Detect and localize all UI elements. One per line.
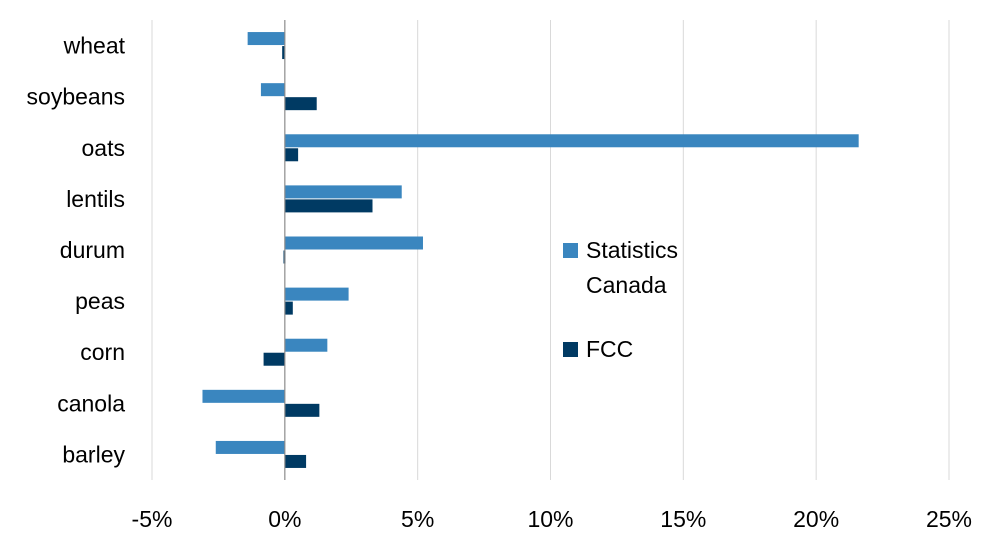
x-tick-label-4: 15%	[660, 506, 706, 532]
bar-fcc-corn	[263, 352, 285, 366]
category-label-peas: peas	[75, 288, 125, 314]
legend-swatch-statistics-canada	[563, 243, 578, 258]
bar-statistics-canada-soybeans	[260, 83, 285, 97]
category-label-wheat: wheat	[63, 33, 126, 59]
legend: Statistics Canada FCC	[563, 237, 678, 362]
bar-statistics-canada-corn	[284, 338, 328, 352]
legend-label-statistics-canada-0: Statistics	[586, 237, 678, 263]
bar-statistics-canada-barley	[215, 440, 285, 454]
bar-fcc-peas	[284, 301, 293, 315]
bar-fcc-oats	[284, 148, 299, 162]
category-label-barley: barley	[62, 441, 125, 467]
bars	[202, 32, 859, 468]
category-label-durum: durum	[60, 237, 125, 263]
bar-fcc-barley	[284, 454, 307, 468]
x-tick-labels: -5% 0% 5% 10% 15% 20% 25%	[132, 506, 972, 532]
bar-fcc-lentils	[284, 199, 373, 213]
x-tick-label-1: 0%	[268, 506, 301, 532]
x-tick-label-3: 10%	[527, 506, 573, 532]
category-label-lentils: lentils	[66, 186, 125, 212]
x-tick-label-2: 5%	[401, 506, 434, 532]
bar-fcc-canola	[284, 403, 320, 417]
bar-statistics-canada-lentils	[284, 185, 402, 199]
category-label-soybeans: soybeans	[27, 84, 125, 110]
legend-swatch-fcc	[563, 342, 578, 357]
x-tick-label-6: 25%	[926, 506, 972, 532]
bar-statistics-canada-peas	[284, 287, 349, 301]
bar-statistics-canada-durum	[284, 236, 423, 250]
gridlines	[151, 20, 950, 480]
x-tick-label-0: -5%	[132, 506, 173, 532]
legend-label-statistics-canada-1: Canada	[586, 272, 667, 298]
bar-statistics-canada-oats	[284, 134, 859, 148]
category-label-canola: canola	[57, 390, 125, 416]
category-label-oats: oats	[82, 135, 125, 161]
category-labels: wheat soybeans oats lentils durum peas corn can…	[27, 33, 126, 468]
bar-statistics-canada-wheat	[247, 32, 285, 46]
category-label-corn: corn	[80, 339, 125, 365]
bar-fcc-wheat	[282, 46, 285, 60]
legend-label-fcc-0: FCC	[586, 336, 633, 362]
bar-statistics-canada-canola	[202, 389, 285, 403]
bar-fcc-soybeans	[284, 97, 317, 111]
x-tick-label-5: 20%	[793, 506, 839, 532]
